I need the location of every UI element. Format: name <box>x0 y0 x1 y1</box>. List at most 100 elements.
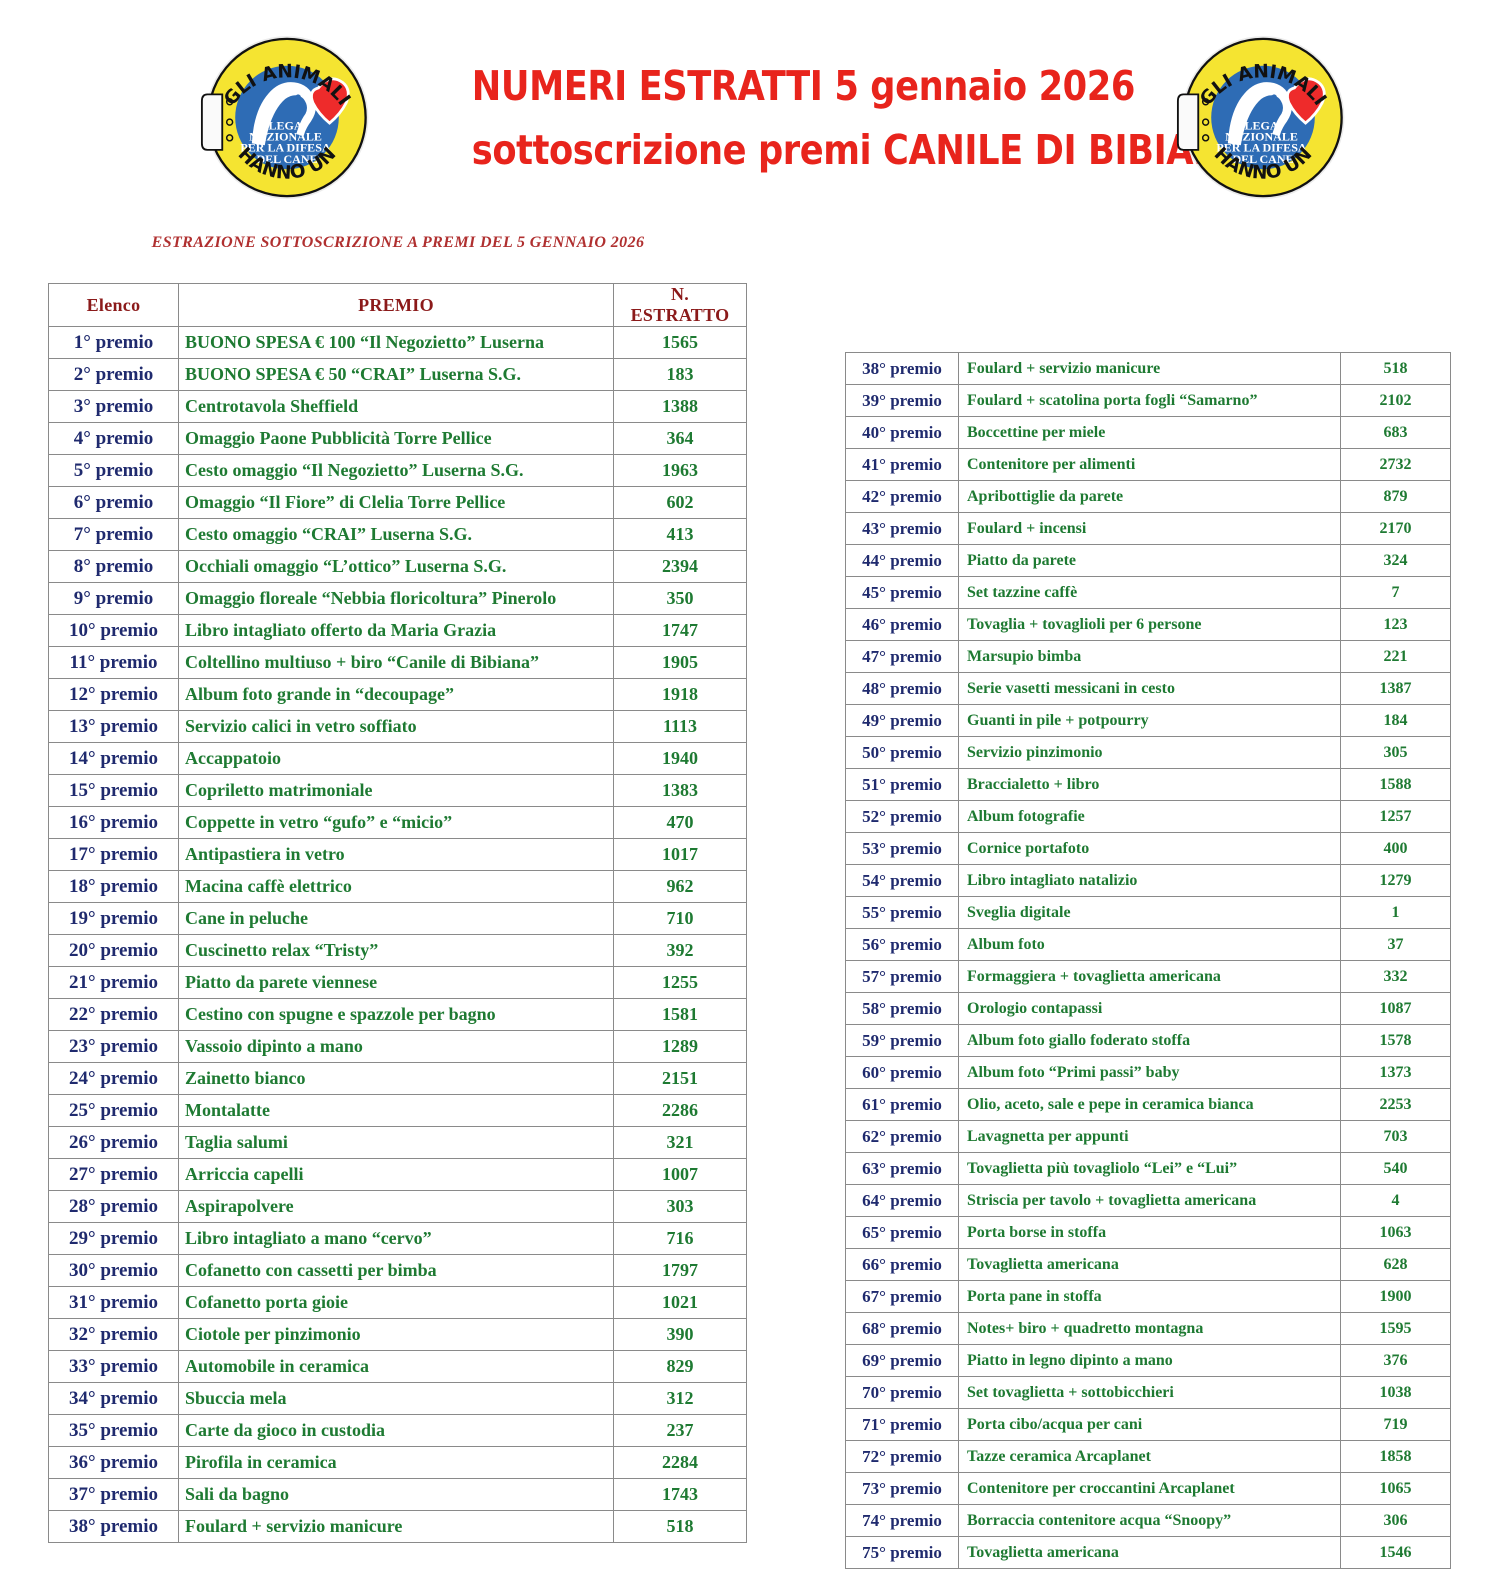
cell-rank: 27° premio <box>48 1158 179 1191</box>
cell-extracted-number: 1388 <box>613 390 747 423</box>
cell-extracted-number: 390 <box>613 1318 747 1351</box>
cell-extracted-number: 400 <box>1340 832 1451 865</box>
cell-prize-description: Taglia salumi <box>178 1126 614 1159</box>
cell-prize-description: Zainetto bianco <box>178 1062 614 1095</box>
table-row: 26° premio Taglia salumi 321 <box>48 1126 747 1159</box>
table-row: 64° premio Striscia per tavolo + tovaglie… <box>845 1184 1451 1217</box>
cell-prize-description: Porta borse in stoffa <box>958 1216 1341 1249</box>
cell-prize-description: Porta pane in stoffa <box>958 1280 1341 1313</box>
cell-extracted-number: 1 <box>1340 896 1451 929</box>
table-row: 70° premio Set tovaglietta + sottobicchie… <box>845 1376 1451 1409</box>
table-row: 40° premio Boccettine per miele 683 <box>845 416 1451 449</box>
cell-extracted-number: 829 <box>613 1350 747 1383</box>
table-row: 75° premio Tovaglietta americana 1546 <box>845 1536 1451 1569</box>
cell-extracted-number: 413 <box>613 518 747 551</box>
cell-rank: 18° premio <box>48 870 179 903</box>
cell-prize-description: Coppette in vetro “gufo” e “micio” <box>178 806 614 839</box>
cell-extracted-number: 962 <box>613 870 747 903</box>
cell-rank: 32° premio <box>48 1318 179 1351</box>
table-row: 24° premio Zainetto bianco 2151 <box>48 1062 747 1095</box>
cell-prize-description: Guanti in pile + potpourry <box>958 704 1341 737</box>
cell-extracted-number: 2286 <box>613 1094 747 1127</box>
table-row: 7° premio Cesto omaggio “CRAI” Luserna S.… <box>48 518 747 551</box>
table-row: 48° premio Serie vasetti messicani in ces… <box>845 672 1451 705</box>
cell-prize-description: Olio, aceto, sale e pepe in ceramica bia… <box>958 1088 1341 1121</box>
cell-rank: 23° premio <box>48 1030 179 1063</box>
cell-extracted-number: 1387 <box>1340 672 1451 705</box>
cell-rank: 11° premio <box>48 646 179 679</box>
cell-extracted-number: 350 <box>613 582 747 615</box>
cell-prize-description: Cesto omaggio “CRAI” Luserna S.G. <box>178 518 614 551</box>
cell-extracted-number: 1279 <box>1340 864 1451 897</box>
cell-prize-description: Cestino con spugne e spazzole per bagno <box>178 998 614 1031</box>
cell-extracted-number: 703 <box>1340 1120 1451 1153</box>
cell-prize-description: Arriccia capelli <box>178 1158 614 1191</box>
cell-extracted-number: 1087 <box>1340 992 1451 1025</box>
cell-rank: 70° premio <box>845 1376 959 1409</box>
cell-extracted-number: 2253 <box>1340 1088 1451 1121</box>
cell-prize-description: Contenitore per croccantini Arcaplanet <box>958 1472 1341 1505</box>
cell-extracted-number: 716 <box>613 1222 747 1255</box>
table-row: 43° premio Foulard + incensi 2170 <box>845 512 1451 545</box>
cell-rank: 21° premio <box>48 966 179 999</box>
cell-rank: 43° premio <box>845 512 959 545</box>
cell-prize-description: Antipastiera in vetro <box>178 838 614 871</box>
table-row: 33° premio Automobile in ceramica 829 <box>48 1350 747 1383</box>
cell-rank: 41° premio <box>845 448 959 481</box>
table-row: 72° premio Tazze ceramica Arcaplanet 1858 <box>845 1440 1451 1473</box>
svg-text:LEGA NAZIONALE: LEGA NAZIONALE PER LA DIFESA DEL CANE <box>1216 119 1309 166</box>
cell-extracted-number: 1900 <box>1340 1280 1451 1313</box>
column-header-premio: PREMIO <box>178 283 614 327</box>
cell-rank: 25° premio <box>48 1094 179 1127</box>
cell-extracted-number: 1007 <box>613 1158 747 1191</box>
cell-extracted-number: 470 <box>613 806 747 839</box>
cell-prize-description: Orologio contapassi <box>958 992 1341 1025</box>
cell-extracted-number: 628 <box>1340 1248 1451 1281</box>
table-row: 60° premio Album foto “Primi passi” baby 1… <box>845 1056 1451 1089</box>
table-row: 8° premio Occhiali omaggio “L’ottico” Lus… <box>48 550 747 583</box>
table-row: 28° premio Aspirapolvere 303 <box>48 1190 747 1223</box>
table-row: 16° premio Coppette in vetro “gufo” e “mi… <box>48 806 747 839</box>
table-row: 2° premio BUONO SPESA € 50 “CRAI” Luserna… <box>48 358 747 391</box>
table-row: 74° premio Borraccia contenitore acqua “S… <box>845 1504 1451 1537</box>
cell-prize-description: Lavagnetta per appunti <box>958 1120 1341 1153</box>
table-row: 34° premio Sbuccia mela 312 <box>48 1382 747 1415</box>
cell-extracted-number: 7 <box>1340 576 1451 609</box>
cell-extracted-number: 879 <box>1340 480 1451 513</box>
cell-prize-description: Automobile in ceramica <box>178 1350 614 1383</box>
table-row: 11° premio Coltellino multiuso + biro “Ca… <box>48 646 747 679</box>
cell-extracted-number: 4 <box>1340 1184 1451 1217</box>
cell-rank: 63° premio <box>845 1152 959 1185</box>
cell-prize-description: Cornice portafoto <box>958 832 1341 865</box>
cell-prize-description: Marsupio bimba <box>958 640 1341 673</box>
table-row: 58° premio Orologio contapassi 1087 <box>845 992 1451 1025</box>
table-row: 63° premio Tovaglietta più tovagliolo “Le… <box>845 1152 1451 1185</box>
table-row: 21° premio Piatto da parete viennese 1255 <box>48 966 747 999</box>
table-row: 23° premio Vassoio dipinto a mano 1289 <box>48 1030 747 1063</box>
table-row: 22° premio Cestino con spugne e spazzole … <box>48 998 747 1031</box>
cell-rank: 48° premio <box>845 672 959 705</box>
cell-rank: 31° premio <box>48 1286 179 1319</box>
cell-prize-description: Piatto da parete viennese <box>178 966 614 999</box>
prize-table-left-body: 1° premio BUONO SPESA € 100 “Il Negoziett… <box>48 326 747 1543</box>
prize-table-right: 38° premio Foulard + servizio manicure 518… <box>845 352 1451 1569</box>
cell-prize-description: Notes+ biro + quadretto montagna <box>958 1312 1341 1345</box>
cell-rank: 19° premio <box>48 902 179 935</box>
cell-prize-description: Pirofila in ceramica <box>178 1446 614 1479</box>
cell-extracted-number: 306 <box>1340 1504 1451 1537</box>
cell-extracted-number: 1918 <box>613 678 747 711</box>
table-row: 17° premio Antipastiera in vetro 1017 <box>48 838 747 871</box>
cell-extracted-number: 1578 <box>1340 1024 1451 1057</box>
cell-rank: 64° premio <box>845 1184 959 1217</box>
cell-extracted-number: 1038 <box>1340 1376 1451 1409</box>
cell-rank: 44° premio <box>845 544 959 577</box>
cell-extracted-number: 2170 <box>1340 512 1451 545</box>
title-block: NUMERI ESTRATTI 5 gennaio 2026 sottoscri… <box>420 62 1250 175</box>
cell-rank: 24° premio <box>48 1062 179 1095</box>
cell-prize-description: Cofanetto con cassetti per bimba <box>178 1254 614 1287</box>
cell-extracted-number: 518 <box>1340 352 1451 385</box>
cell-prize-description: Piatto da parete <box>958 544 1341 577</box>
cell-rank: 74° premio <box>845 1504 959 1537</box>
table-row: 71° premio Porta cibo/acqua per cani 719 <box>845 1408 1451 1441</box>
cell-rank: 38° premio <box>48 1510 179 1543</box>
